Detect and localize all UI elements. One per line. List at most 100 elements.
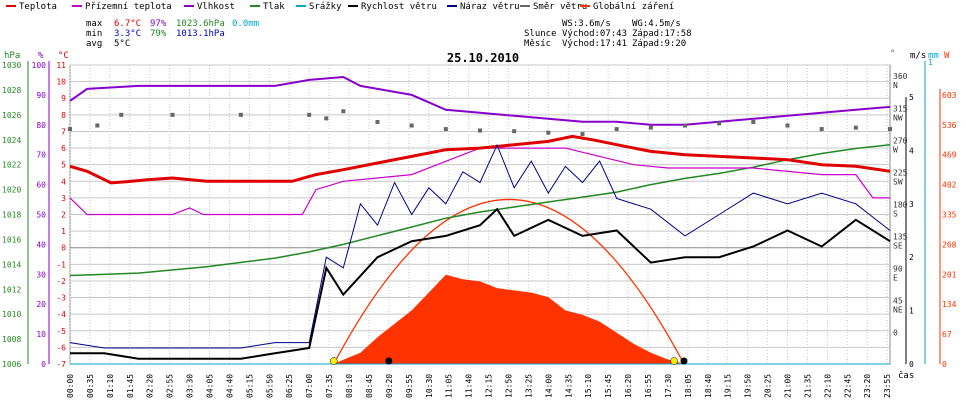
- hum-tick-label: 80: [36, 121, 46, 130]
- temp-unit: °C: [58, 51, 69, 61]
- press-tick-label: 1024: [2, 136, 21, 145]
- x-tick-label: 07:00: [305, 374, 314, 398]
- wind-dir-dot: [546, 130, 551, 135]
- wind-dir-dot: [888, 127, 892, 132]
- wind-dir-dot: [409, 123, 414, 128]
- moon-set: Západ:9:20: [632, 39, 686, 49]
- stats-max-temp: 6.7°C: [114, 19, 141, 29]
- hum-tick-label: 10: [36, 330, 46, 339]
- x-tick-label: 23:20: [863, 374, 872, 398]
- legend-label: Směr větru: [533, 2, 587, 12]
- hum-tick-label: 90: [36, 91, 46, 100]
- dir-tick-value: 180: [893, 200, 908, 209]
- temp-tick-label: -1: [56, 260, 66, 269]
- x-tick-label: 11:40: [465, 374, 474, 398]
- press-tick-label: 1012: [2, 285, 21, 294]
- ground-temp-line: [69, 147, 890, 216]
- press-tick-label: 1022: [2, 161, 21, 170]
- wind-dir-dot: [785, 123, 790, 128]
- wind-dir-dot: [614, 127, 619, 132]
- x-tick-label: 23:55: [883, 374, 892, 398]
- speed-tick-label: 2: [909, 253, 914, 262]
- wind-dir-dot: [717, 121, 722, 126]
- humidity-line: [69, 75, 891, 126]
- temp-tick-label: 3: [61, 194, 66, 203]
- legend-label: Náraz větru: [460, 2, 520, 12]
- hum-tick-label: 70: [36, 151, 46, 160]
- x-tick-label: 08:10: [345, 374, 354, 398]
- x-tick-label: 19:15: [724, 374, 733, 398]
- wind-speed-info: WS:3.6m/s: [562, 19, 611, 29]
- info-block: WS:3.6m/s WG:4.5m/s Slunce Východ:07:43 …: [524, 19, 692, 49]
- stats-min-temp: 3.3°C: [114, 29, 141, 39]
- series-layer: [68, 75, 892, 365]
- x-tick-label: 21:00: [784, 374, 793, 398]
- dir-tick-value: 45: [893, 296, 903, 305]
- dir-tick-label: SW: [893, 177, 903, 186]
- temp-tick-label: -7: [56, 360, 66, 369]
- stats-block: max 6.7°C 97% 1023.6hPa 0.0mm min 3.3°C …: [86, 19, 259, 49]
- temp-tick-label: -4: [56, 310, 66, 319]
- x-tick-label: 01:45: [126, 374, 135, 398]
- wind-gust-info: WG:4.5m/s: [632, 19, 681, 29]
- axes-layer: -7-6-5-4-3-2-101234567891011100610081010…: [2, 58, 957, 369]
- speed-tick-label: 5: [909, 93, 914, 102]
- x-tick-label: 10:30: [425, 374, 434, 398]
- rad-tick-label: 268: [942, 240, 957, 249]
- wind-dir-dot: [170, 112, 175, 117]
- pressure-line: [69, 143, 891, 277]
- wind-dir-dot: [683, 123, 687, 128]
- x-tick-label: 09:20: [385, 374, 394, 398]
- press-tick-label: 1020: [2, 186, 21, 195]
- press-tick-label: 1018: [2, 211, 21, 220]
- x-tick-label: 06:25: [285, 374, 294, 398]
- x-tick-label: 21:35: [803, 374, 812, 398]
- rad-tick-label: 201: [942, 270, 957, 279]
- press-tick-label: 1026: [2, 111, 21, 120]
- x-tick-label: 14:00: [544, 374, 553, 398]
- dir-tick-value: 135: [893, 232, 908, 241]
- rain-tick-label: 1: [928, 58, 933, 67]
- wind-dir-dot: [238, 112, 243, 117]
- stats-min-label: min: [86, 29, 102, 39]
- temp-tick-label: 7: [61, 127, 66, 136]
- x-tick-label: 04:40: [225, 374, 234, 398]
- x-tick-label: 11:05: [445, 374, 454, 398]
- speed-tick-label: 1: [909, 307, 914, 316]
- dir-tick-value: 0: [893, 329, 898, 338]
- moonrise-marker: [670, 357, 678, 365]
- rad-tick-label: 134: [942, 300, 957, 309]
- radiation-layer: [333, 199, 685, 365]
- wind-dir-dot: [512, 129, 517, 134]
- press-tick-label: 1028: [2, 86, 21, 95]
- rain-unit: mm: [928, 51, 939, 61]
- speed-unit: m/s: [910, 51, 926, 61]
- temperature-line: [69, 134, 891, 185]
- x-tick-label: 22:10: [823, 374, 832, 398]
- x-tick-label: 20:25: [764, 374, 773, 398]
- temp-tick-label: 11: [56, 61, 66, 70]
- x-tick-label: 02:55: [166, 374, 175, 398]
- rad-tick-label: 469: [942, 151, 957, 160]
- rad-tick-label: 402: [942, 181, 957, 190]
- x-tick-label: 15:10: [584, 374, 593, 398]
- moon-rise: Východ:17:41: [562, 39, 627, 49]
- legend-label: Přízemní teplota: [85, 2, 172, 12]
- dir-tick-label: NE: [893, 305, 903, 314]
- dir-tick-label: N: [893, 81, 898, 90]
- wind-dir-dot: [580, 132, 585, 137]
- hum-tick-label: 50: [36, 211, 46, 220]
- press-tick-label: 1014: [2, 260, 21, 269]
- wind-dir-dot: [307, 112, 312, 117]
- legend-label: Vlhkost: [197, 2, 235, 12]
- hum-tick-label: 60: [36, 181, 46, 190]
- sun-label: Slunce: [524, 29, 557, 39]
- x-tick-label: 04:05: [206, 374, 215, 398]
- x-tick-label: 08:45: [365, 374, 374, 398]
- moonset-marker: [385, 357, 393, 365]
- sunrise-marker: [330, 357, 338, 365]
- temp-tick-label: 4: [61, 177, 66, 186]
- x-tick-label: 19:50: [744, 374, 753, 398]
